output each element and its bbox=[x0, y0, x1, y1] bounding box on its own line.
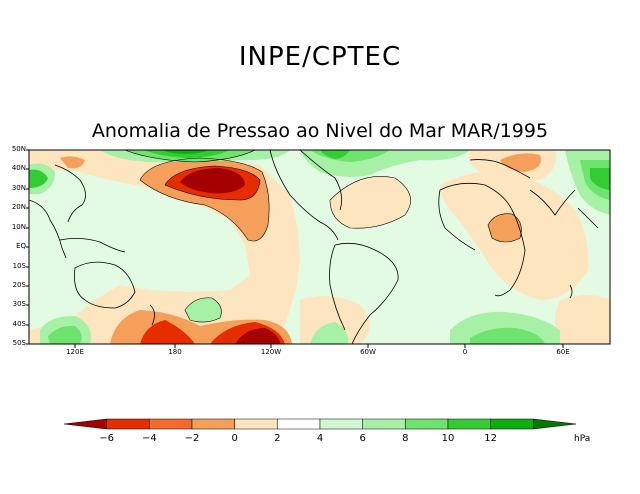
lat-label: 40N bbox=[11, 164, 26, 172]
colorbar-tick-label: 2 bbox=[274, 433, 281, 444]
anomaly-region-negative bbox=[140, 320, 195, 344]
coastline bbox=[334, 242, 399, 344]
coastline bbox=[269, 150, 339, 241]
lat-label: 40S bbox=[12, 320, 26, 328]
colorbar-tick-label: 10 bbox=[441, 433, 455, 444]
lat-label: 20N bbox=[11, 203, 26, 211]
coastline bbox=[74, 261, 136, 309]
colorbar-tick-label: −2 bbox=[184, 433, 200, 444]
lon-label: 120W bbox=[260, 348, 282, 356]
colorbar-swatch bbox=[405, 418, 449, 430]
contour-line bbox=[487, 213, 522, 243]
anomaly-region-negative bbox=[235, 328, 280, 344]
colorbar-swatch bbox=[447, 418, 491, 430]
colorbar-tick-label: 6 bbox=[359, 433, 366, 444]
coastline bbox=[149, 304, 155, 326]
contour-line bbox=[124, 150, 256, 163]
colorbar-swatch bbox=[149, 418, 193, 430]
lat-label: EQ bbox=[16, 242, 26, 250]
organization-title: INPE/CPTEC bbox=[238, 42, 402, 72]
colorbar-swatch bbox=[490, 418, 534, 430]
lat-label: 50N bbox=[11, 145, 26, 153]
lat-label: 30N bbox=[11, 184, 26, 192]
coastline bbox=[529, 189, 576, 216]
lat-label: 10S bbox=[12, 262, 26, 270]
coastline bbox=[29, 199, 67, 259]
coastline bbox=[569, 284, 573, 299]
anomaly-region-positive bbox=[185, 297, 222, 323]
coastline bbox=[439, 182, 526, 297]
colorbar-tick-label: 0 bbox=[231, 433, 238, 444]
anomaly-region-positive bbox=[48, 325, 82, 344]
anomaly-region-positive bbox=[145, 150, 230, 158]
lon-label: 0 bbox=[462, 348, 468, 356]
anomaly-region-positive bbox=[310, 322, 349, 344]
colorbar-swatch bbox=[533, 418, 577, 430]
lon-label: 120E bbox=[66, 348, 84, 356]
lon-label: 180 bbox=[168, 348, 182, 356]
contour-line bbox=[139, 157, 270, 242]
colorbar-swatch bbox=[191, 418, 235, 430]
colorbar-swatch bbox=[63, 418, 107, 430]
colorbar-swatch bbox=[234, 418, 278, 430]
map-title: Anomalia de Pressao ao Nivel do Mar MAR/… bbox=[91, 120, 549, 142]
colorbar-swatch bbox=[106, 418, 150, 430]
colorbar-tick-label: 8 bbox=[402, 433, 409, 444]
coastline bbox=[299, 150, 343, 211]
anomaly-region-negative bbox=[180, 168, 245, 194]
lon-label: 60E bbox=[556, 348, 570, 356]
colorbar-swatch bbox=[319, 418, 363, 430]
colorbar-swatch bbox=[277, 418, 321, 430]
anomaly-region-positive bbox=[470, 327, 545, 344]
colorbar-swatch bbox=[362, 418, 406, 430]
coastline bbox=[577, 207, 599, 229]
anomaly-region-negative bbox=[60, 156, 85, 169]
anomaly-region-negative bbox=[330, 176, 411, 229]
anomaly-region-positive bbox=[590, 168, 610, 190]
colorbar-tick-label: 12 bbox=[484, 433, 498, 444]
anomaly-region-positive bbox=[29, 169, 48, 188]
colorbar-tick-label: −4 bbox=[141, 433, 157, 444]
contour-lines bbox=[124, 150, 522, 323]
colorbar-tick-label: −6 bbox=[99, 433, 115, 444]
lat-label: 30S bbox=[12, 300, 26, 308]
coastline bbox=[59, 238, 126, 253]
lat-label: 20S bbox=[12, 281, 26, 289]
anomaly-region-negative bbox=[488, 213, 522, 242]
anomaly-region-negative bbox=[555, 295, 610, 344]
contour-line bbox=[164, 165, 261, 201]
lat-label: 50S bbox=[12, 339, 26, 347]
axis-ticks bbox=[26, 149, 564, 348]
colorbar-tick-label: 4 bbox=[316, 433, 324, 444]
lon-label: 60W bbox=[360, 348, 376, 356]
contour-line bbox=[184, 297, 222, 323]
coastline bbox=[329, 244, 346, 331]
lat-label: 10N bbox=[11, 223, 26, 231]
colorbar bbox=[63, 418, 577, 430]
anomaly-field bbox=[29, 150, 610, 344]
coastline bbox=[469, 159, 531, 179]
anomaly-region-positive bbox=[162, 150, 210, 154]
coastlines bbox=[29, 150, 599, 344]
anomaly-region-positive bbox=[320, 150, 350, 159]
colorbar-unit: hPa bbox=[574, 434, 591, 444]
coastline bbox=[54, 164, 86, 223]
contour-line bbox=[329, 176, 411, 229]
coastline bbox=[438, 189, 476, 251]
